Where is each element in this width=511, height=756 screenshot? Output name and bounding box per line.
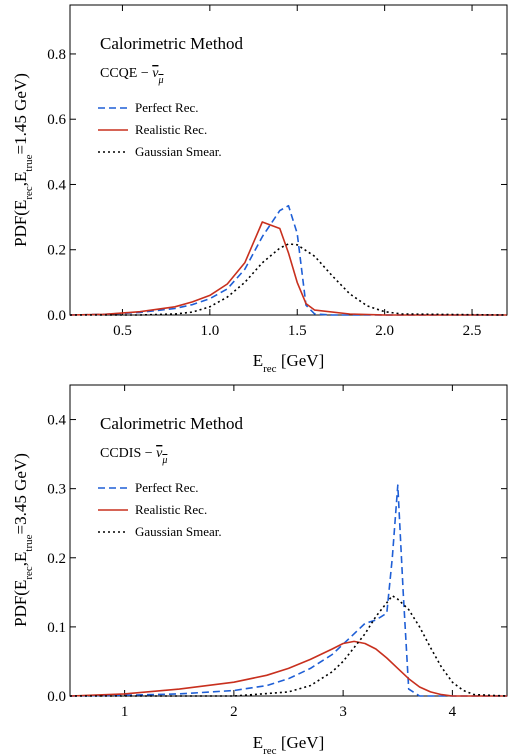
legend-label-2: Realistic Rec. [135, 502, 207, 517]
x-tick-label: 1.5 [288, 323, 307, 339]
y-tick-label: 0.2 [47, 551, 66, 567]
chart-title: Calorimetric Method [100, 414, 244, 433]
y-tick-label: 0.0 [47, 689, 66, 705]
x-tick-label: 1 [121, 704, 129, 720]
x-tick-label: 2.5 [463, 323, 482, 339]
y-axis-label: PDF(Erec,Etrue=3.45 GeV) [11, 453, 35, 627]
x-tick-label: 2.0 [375, 323, 394, 339]
x-axis-label: Erec [GeV] [253, 351, 325, 375]
chart-ccdis: 1 2 3 4 0.0 0.1 0.2 0.3 0.4 Calorimetric Method CC… [11, 384, 508, 756]
y-axis-label: PDF(Erec,Etrue=1.45 GeV) [11, 73, 35, 247]
x-tick-label: 0.5 [113, 323, 132, 339]
x-tick-label: 4 [449, 704, 457, 720]
legend-label-2: Realistic Rec. [135, 122, 207, 137]
y-tick-label: 0.4 [47, 413, 66, 429]
legend-label-1: Perfect Rec. [135, 480, 199, 495]
legend-label-3: Gaussian Smear. [135, 524, 222, 539]
y-tick-label: 0.1 [47, 620, 66, 636]
series-line-3 [70, 594, 508, 697]
legend-label-1: Perfect Rec. [135, 100, 199, 115]
y-tick-label: 0.6 [47, 112, 66, 128]
series-line-2 [69, 640, 507, 697]
y-tick-label: 0.2 [47, 243, 66, 259]
y-tick-label: 0.4 [47, 177, 66, 193]
chart-subtitle: CCQE − νμ [100, 66, 163, 86]
series-line-1 [69, 204, 507, 316]
y-tick-label: 0.0 [47, 308, 66, 324]
x-tick-label: 2 [230, 704, 238, 720]
plot-frame [69, 4, 508, 316]
x-axis-label: Erec [GeV] [253, 733, 325, 756]
plot-frame [69, 384, 508, 697]
series-line-2 [69, 221, 507, 316]
chart-subtitle: CCDIS − νμ [100, 446, 167, 466]
y-tick-label: 0.3 [47, 482, 66, 498]
x-tick-label: 1.0 [200, 323, 219, 339]
chart-ccqe: 0.5 1.0 1.5 2.0 2.5 0.0 0.2 0.4 0.6 0.8 Calorimetr… [11, 4, 508, 375]
legend-label-3: Gaussian Smear. [135, 144, 222, 159]
y-tick-label: 0.8 [47, 47, 66, 63]
series-line-1 [69, 484, 507, 697]
chart-title: Calorimetric Method [100, 34, 244, 53]
x-tick-label: 3 [339, 704, 347, 720]
